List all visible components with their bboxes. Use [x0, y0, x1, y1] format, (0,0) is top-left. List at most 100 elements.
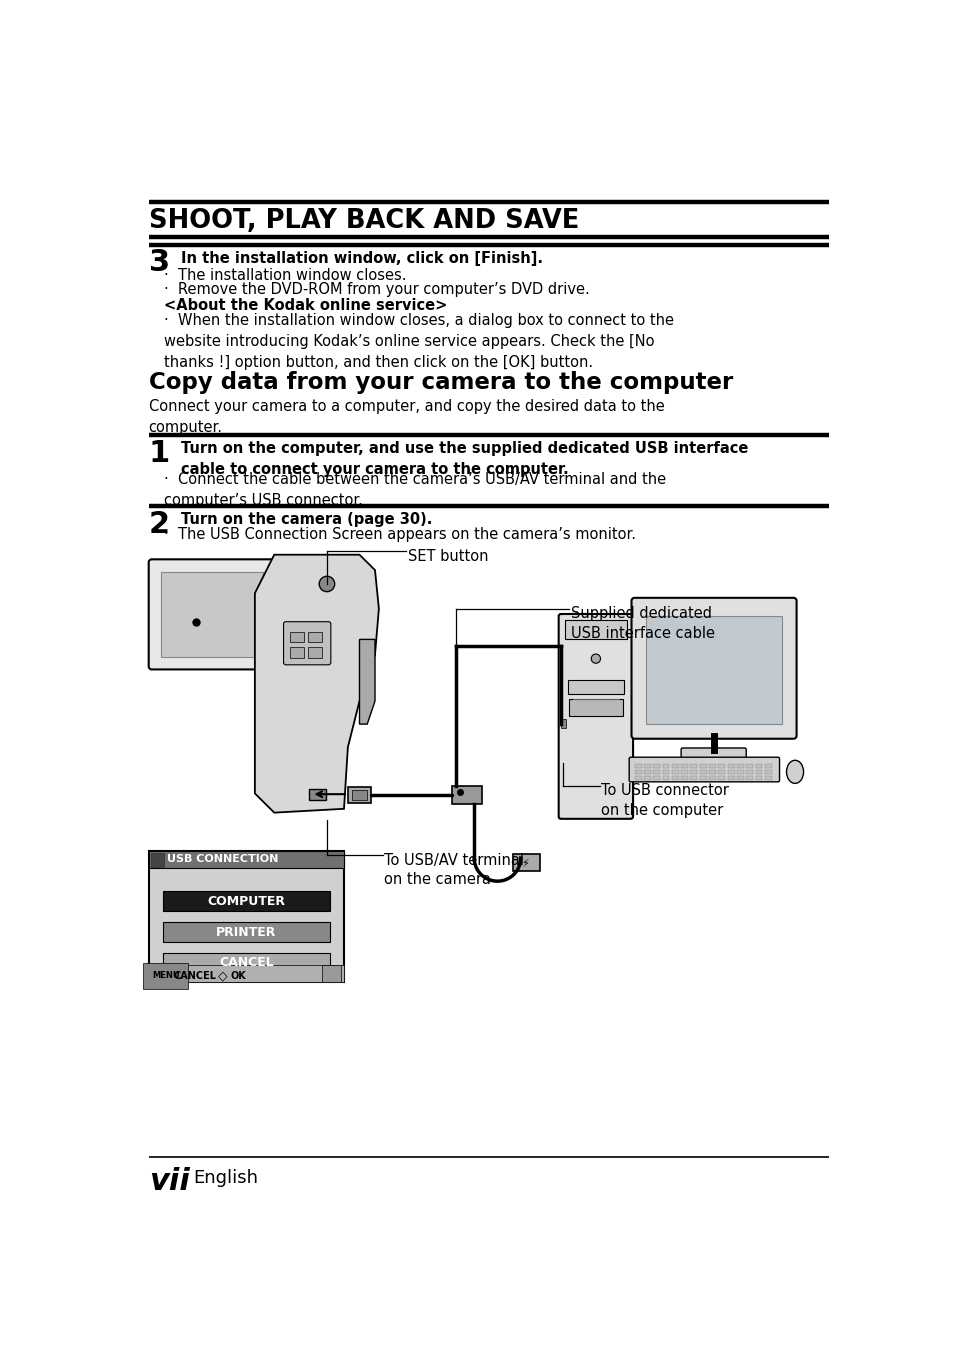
FancyBboxPatch shape	[149, 559, 274, 670]
FancyBboxPatch shape	[634, 771, 641, 774]
Text: ·  Remove the DVD-ROM from your computer’s DVD drive.: · Remove the DVD-ROM from your computer’…	[164, 282, 589, 297]
FancyBboxPatch shape	[149, 965, 344, 981]
Text: English: English	[193, 1169, 258, 1187]
FancyBboxPatch shape	[671, 764, 679, 768]
FancyBboxPatch shape	[736, 764, 743, 768]
FancyBboxPatch shape	[745, 764, 753, 768]
Text: ·  Connect the cable between the camera’s USB/AV terminal and the
computer’s USB: · Connect the cable between the camera’s…	[164, 471, 665, 508]
FancyBboxPatch shape	[764, 776, 771, 780]
FancyBboxPatch shape	[699, 771, 706, 774]
FancyBboxPatch shape	[718, 776, 724, 780]
FancyBboxPatch shape	[680, 771, 687, 774]
FancyBboxPatch shape	[736, 776, 743, 780]
Text: vii: vii	[149, 1166, 190, 1196]
Text: Copy data from your camera to the computer: Copy data from your camera to the comput…	[149, 371, 732, 394]
FancyBboxPatch shape	[568, 699, 622, 717]
FancyBboxPatch shape	[643, 776, 650, 780]
FancyBboxPatch shape	[727, 771, 734, 774]
FancyBboxPatch shape	[690, 771, 697, 774]
Text: 3: 3	[149, 248, 170, 277]
FancyBboxPatch shape	[564, 620, 626, 640]
Text: Turn on the camera (page 30).: Turn on the camera (page 30).	[181, 512, 432, 526]
FancyBboxPatch shape	[745, 771, 753, 774]
FancyBboxPatch shape	[680, 776, 687, 780]
FancyBboxPatch shape	[764, 764, 771, 768]
Circle shape	[319, 576, 335, 591]
FancyBboxPatch shape	[764, 771, 771, 774]
FancyBboxPatch shape	[755, 771, 761, 774]
FancyBboxPatch shape	[727, 776, 734, 780]
FancyBboxPatch shape	[283, 622, 331, 664]
FancyBboxPatch shape	[567, 680, 623, 694]
FancyBboxPatch shape	[755, 776, 761, 780]
Text: In the installation window, click on [Finish].: In the installation window, click on [Fi…	[181, 251, 542, 266]
FancyBboxPatch shape	[755, 764, 761, 768]
FancyBboxPatch shape	[560, 718, 565, 728]
Text: CANCEL: CANCEL	[173, 971, 216, 981]
FancyBboxPatch shape	[699, 776, 706, 780]
Text: COMPUTER: COMPUTER	[207, 895, 285, 907]
FancyBboxPatch shape	[352, 790, 367, 801]
FancyBboxPatch shape	[643, 771, 650, 774]
FancyBboxPatch shape	[149, 850, 344, 981]
FancyBboxPatch shape	[661, 771, 669, 774]
FancyBboxPatch shape	[634, 764, 641, 768]
FancyBboxPatch shape	[690, 764, 697, 768]
FancyBboxPatch shape	[645, 617, 781, 724]
FancyBboxPatch shape	[653, 776, 659, 780]
Text: SET button: SET button	[408, 548, 488, 563]
FancyBboxPatch shape	[290, 632, 303, 643]
FancyBboxPatch shape	[745, 776, 753, 780]
Circle shape	[591, 653, 599, 663]
FancyBboxPatch shape	[322, 965, 340, 981]
Text: To USB connector
on the computer: To USB connector on the computer	[600, 783, 728, 818]
FancyBboxPatch shape	[308, 632, 322, 643]
FancyBboxPatch shape	[708, 771, 716, 774]
FancyBboxPatch shape	[290, 647, 303, 657]
Text: PRINTER: PRINTER	[216, 926, 276, 938]
Text: ⚡: ⚡	[520, 859, 528, 869]
FancyBboxPatch shape	[162, 922, 330, 942]
FancyBboxPatch shape	[151, 853, 164, 867]
Text: CANCEL: CANCEL	[219, 956, 274, 969]
Text: Turn on the computer, and use the supplied dedicated USB interface
cable to conn: Turn on the computer, and use the suppli…	[181, 440, 748, 477]
FancyBboxPatch shape	[671, 776, 679, 780]
Text: Supplied dedicated
USB interface cable: Supplied dedicated USB interface cable	[571, 606, 715, 641]
FancyBboxPatch shape	[162, 891, 330, 911]
Polygon shape	[359, 640, 375, 724]
FancyBboxPatch shape	[661, 764, 669, 768]
FancyBboxPatch shape	[671, 771, 679, 774]
Ellipse shape	[785, 760, 802, 783]
FancyBboxPatch shape	[653, 771, 659, 774]
FancyBboxPatch shape	[162, 953, 330, 973]
FancyBboxPatch shape	[727, 764, 734, 768]
FancyBboxPatch shape	[699, 764, 706, 768]
Text: ·  The USB Connection Screen appears on the camera’s monitor.: · The USB Connection Screen appears on t…	[164, 526, 636, 541]
Text: 2: 2	[149, 510, 170, 539]
FancyBboxPatch shape	[736, 771, 743, 774]
Text: SHOOT, PLAY BACK AND SAVE: SHOOT, PLAY BACK AND SAVE	[149, 208, 578, 234]
Text: MENU: MENU	[152, 972, 179, 980]
Text: ·  The installation window closes.: · The installation window closes.	[164, 269, 406, 284]
FancyBboxPatch shape	[149, 850, 344, 868]
FancyBboxPatch shape	[348, 787, 371, 803]
Text: Connect your camera to a computer, and copy the desired data to the
computer.: Connect your camera to a computer, and c…	[149, 400, 663, 435]
FancyBboxPatch shape	[634, 776, 641, 780]
Text: 1: 1	[149, 439, 170, 468]
FancyBboxPatch shape	[308, 647, 322, 657]
FancyBboxPatch shape	[629, 757, 779, 782]
FancyBboxPatch shape	[558, 614, 633, 819]
FancyBboxPatch shape	[718, 771, 724, 774]
FancyBboxPatch shape	[452, 786, 481, 805]
FancyBboxPatch shape	[161, 571, 262, 657]
FancyBboxPatch shape	[680, 764, 687, 768]
Text: <About the Kodak online service>: <About the Kodak online service>	[164, 297, 447, 312]
FancyBboxPatch shape	[690, 776, 697, 780]
FancyBboxPatch shape	[718, 764, 724, 768]
FancyBboxPatch shape	[309, 788, 326, 799]
FancyBboxPatch shape	[661, 776, 669, 780]
FancyBboxPatch shape	[643, 764, 650, 768]
Text: OK: OK	[230, 971, 246, 981]
FancyBboxPatch shape	[708, 764, 716, 768]
Text: To USB/AV terminal
on the camera: To USB/AV terminal on the camera	[384, 853, 524, 887]
